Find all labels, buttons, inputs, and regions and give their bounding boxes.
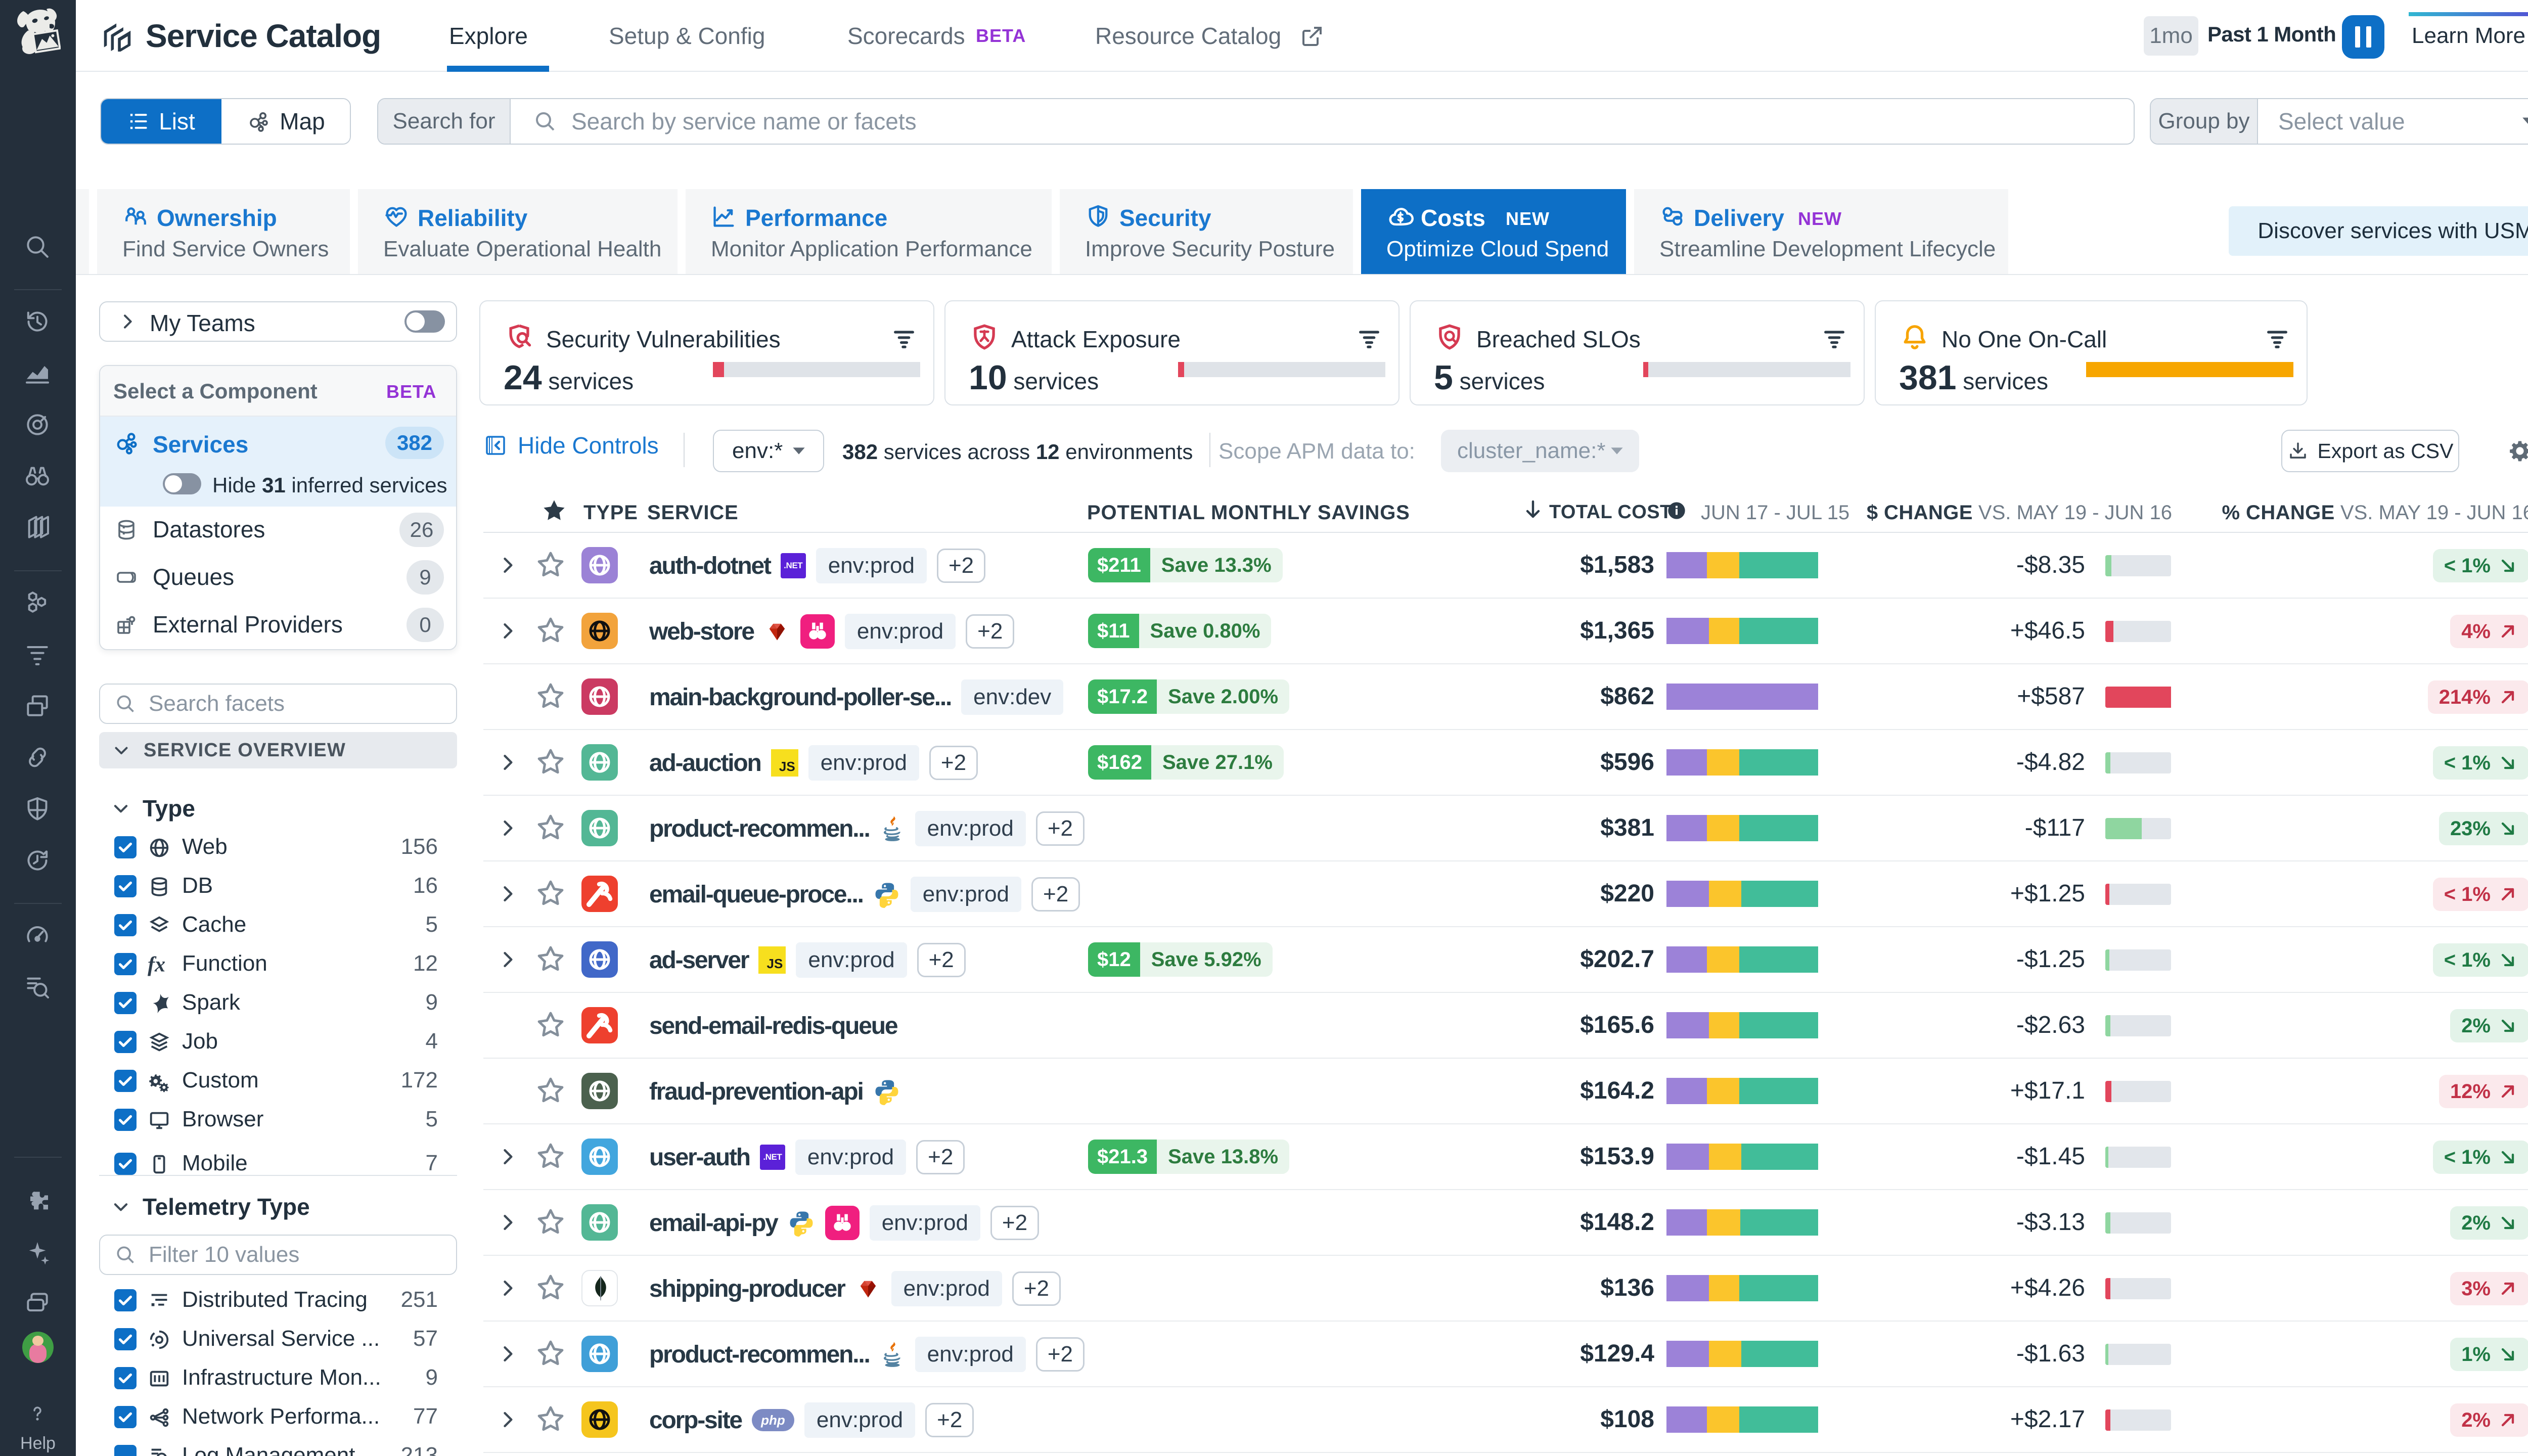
svg-text:fx: fx — [148, 953, 165, 976]
